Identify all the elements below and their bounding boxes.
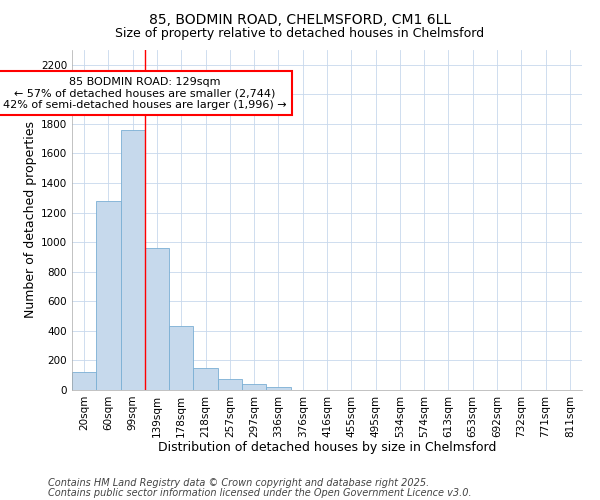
Bar xyxy=(72,372,96,390)
Text: 85 BODMIN ROAD: 129sqm
← 57% of detached houses are smaller (2,744)
42% of semi-: 85 BODMIN ROAD: 129sqm ← 57% of detached… xyxy=(3,76,287,110)
Text: Size of property relative to detached houses in Chelmsford: Size of property relative to detached ho… xyxy=(115,28,485,40)
Text: Contains HM Land Registry data © Crown copyright and database right 2025.: Contains HM Land Registry data © Crown c… xyxy=(48,478,429,488)
Bar xyxy=(145,248,169,390)
Bar xyxy=(193,368,218,390)
Bar xyxy=(218,379,242,390)
Bar xyxy=(121,130,145,390)
Text: 85, BODMIN ROAD, CHELMSFORD, CM1 6LL: 85, BODMIN ROAD, CHELMSFORD, CM1 6LL xyxy=(149,12,451,26)
Bar xyxy=(242,384,266,390)
Y-axis label: Number of detached properties: Number of detached properties xyxy=(24,122,37,318)
Text: Contains public sector information licensed under the Open Government Licence v3: Contains public sector information licen… xyxy=(48,488,472,498)
X-axis label: Distribution of detached houses by size in Chelmsford: Distribution of detached houses by size … xyxy=(158,441,496,454)
Bar xyxy=(96,201,121,390)
Bar xyxy=(169,326,193,390)
Bar xyxy=(266,387,290,390)
